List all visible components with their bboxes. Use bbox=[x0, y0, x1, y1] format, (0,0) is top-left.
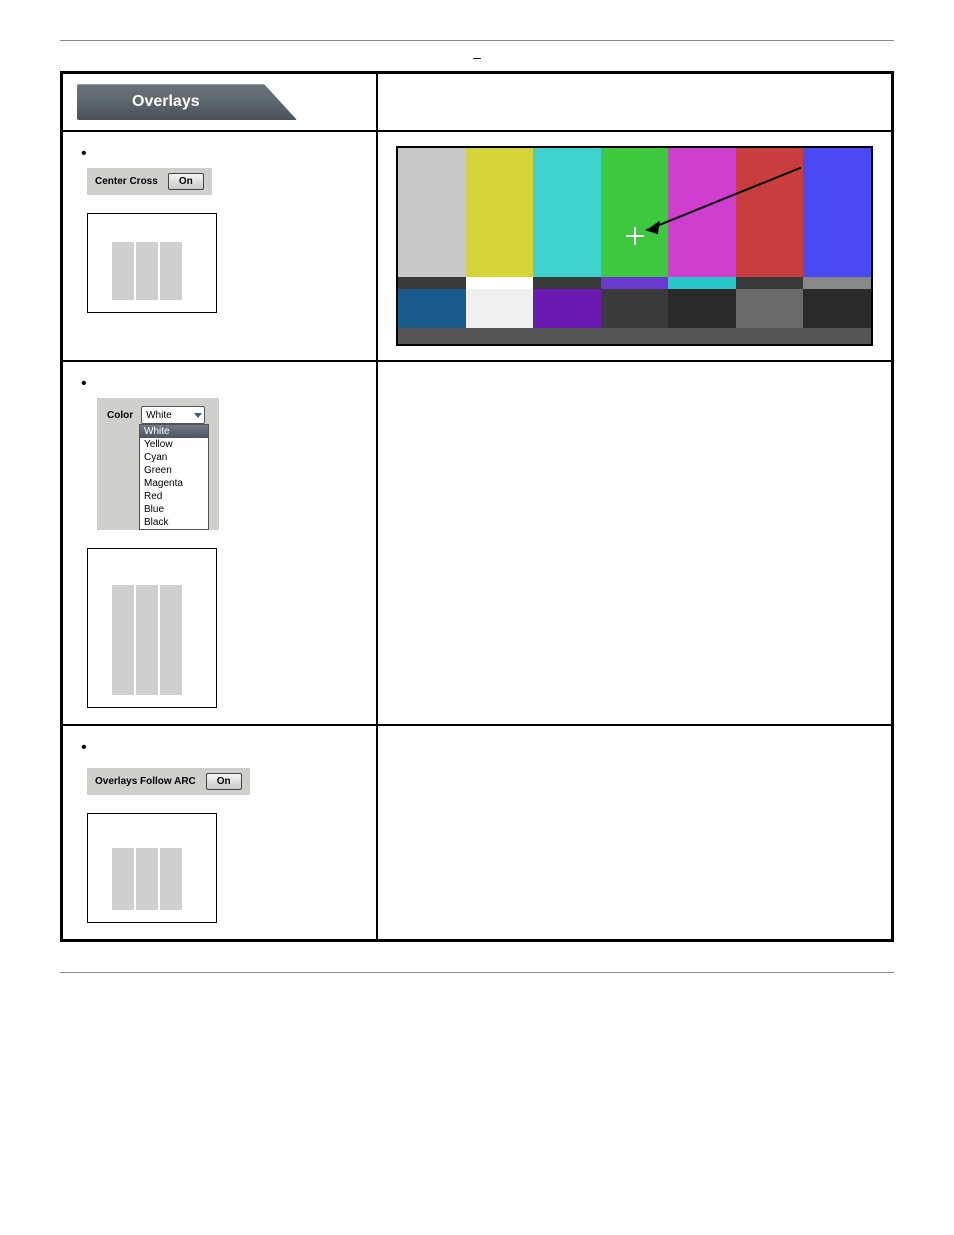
color-selected-value: White bbox=[146, 410, 172, 421]
mini-bars-1 bbox=[112, 242, 182, 300]
color-bars-frame bbox=[396, 146, 873, 346]
cell-colorbars-preview bbox=[377, 131, 892, 361]
bullet-1: • bbox=[81, 146, 366, 162]
color-option-black[interactable]: Black bbox=[140, 516, 208, 529]
bottom-rule bbox=[60, 972, 894, 973]
cell-follow-arc: • Overlays Follow ARC On bbox=[62, 725, 378, 941]
center-cross-label: Center Cross bbox=[95, 176, 158, 187]
bars-black-row bbox=[398, 328, 871, 344]
color-panel: Color White White Yellow Cyan Green Mage… bbox=[97, 398, 219, 530]
cell-overlays-desc bbox=[377, 73, 892, 132]
center-cross-preview bbox=[87, 213, 217, 313]
bullet-2: • bbox=[81, 376, 366, 392]
color-option-red[interactable]: Red bbox=[140, 490, 208, 503]
bars-top-row bbox=[398, 148, 871, 277]
mini-bars-3 bbox=[112, 848, 182, 910]
center-cross-on-button[interactable]: On bbox=[168, 173, 204, 190]
follow-arc-control: Overlays Follow ARC On bbox=[87, 768, 250, 795]
color-option-yellow[interactable]: Yellow bbox=[140, 438, 208, 451]
follow-arc-label: Overlays Follow ARC bbox=[95, 776, 196, 787]
main-table: Overlays • Center Cross On bbox=[60, 71, 894, 942]
overlays-title: Overlays bbox=[77, 84, 297, 120]
mini-bars-2 bbox=[112, 585, 182, 695]
center-cross-control: Center Cross On bbox=[87, 168, 212, 195]
color-option-blue[interactable]: Blue bbox=[140, 503, 208, 516]
color-select[interactable]: White bbox=[141, 406, 205, 424]
color-dropdown-list[interactable]: White Yellow Cyan Green Magenta Red Blue… bbox=[139, 424, 209, 530]
dash-mark: – bbox=[60, 49, 894, 65]
color-option-green[interactable]: Green bbox=[140, 464, 208, 477]
bars-bottom-row bbox=[398, 289, 871, 328]
color-preview bbox=[87, 548, 217, 708]
cell-color: • Color White White Yellow Cyan Green bbox=[62, 361, 378, 725]
bars-strip-row bbox=[398, 277, 871, 289]
follow-arc-preview bbox=[87, 813, 217, 923]
cell-overlays-header: Overlays bbox=[62, 73, 378, 132]
color-option-magenta[interactable]: Magenta bbox=[140, 477, 208, 490]
chevron-down-icon bbox=[194, 413, 202, 418]
color-label: Color bbox=[107, 410, 133, 421]
follow-arc-on-button[interactable]: On bbox=[206, 773, 242, 790]
color-option-white[interactable]: White bbox=[140, 425, 208, 438]
color-option-cyan[interactable]: Cyan bbox=[140, 451, 208, 464]
cell-follow-arc-desc bbox=[377, 725, 892, 941]
cell-center-cross: • Center Cross On bbox=[62, 131, 378, 361]
top-rule bbox=[60, 40, 894, 41]
cell-color-desc bbox=[377, 361, 892, 725]
bullet-3: • bbox=[81, 740, 366, 756]
